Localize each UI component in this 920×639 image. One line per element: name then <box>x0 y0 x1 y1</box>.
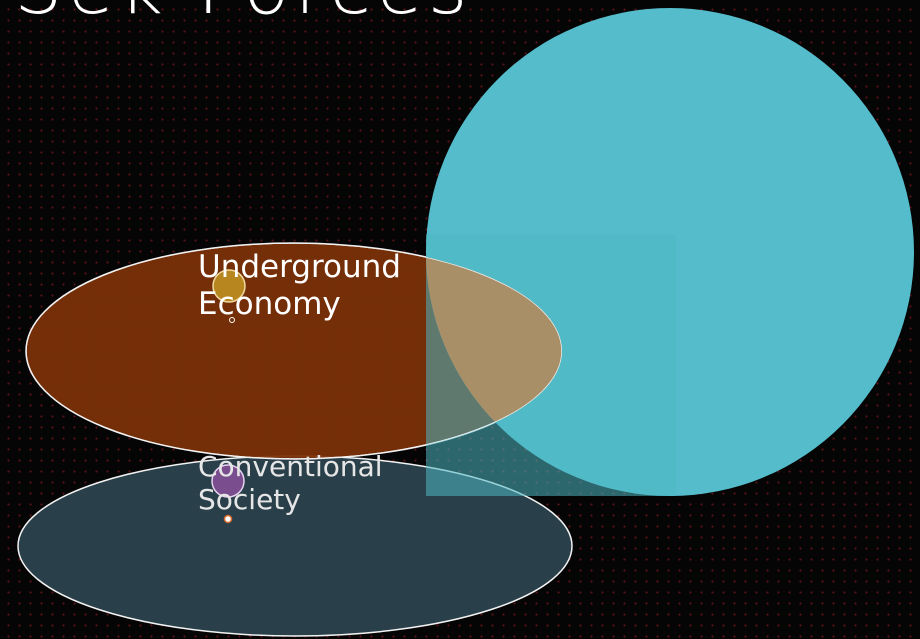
underground-economy-label: Underground Economy <box>198 249 401 322</box>
overlap-region <box>426 243 562 459</box>
small-orange-marker <box>223 514 233 524</box>
conventional-society-label: Conventional Society <box>198 450 383 516</box>
purple-marker <box>211 464 245 498</box>
slide-title: Sek Forces <box>14 0 472 31</box>
conventional-label-line2: Society <box>198 483 301 517</box>
tiny-white-marker <box>229 317 235 323</box>
gold-marker <box>212 269 246 303</box>
underground-label-line1: Underground <box>198 249 401 285</box>
underground-label-line2: Economy <box>198 285 341 322</box>
conventional-label-line1: Conventional <box>198 450 383 483</box>
